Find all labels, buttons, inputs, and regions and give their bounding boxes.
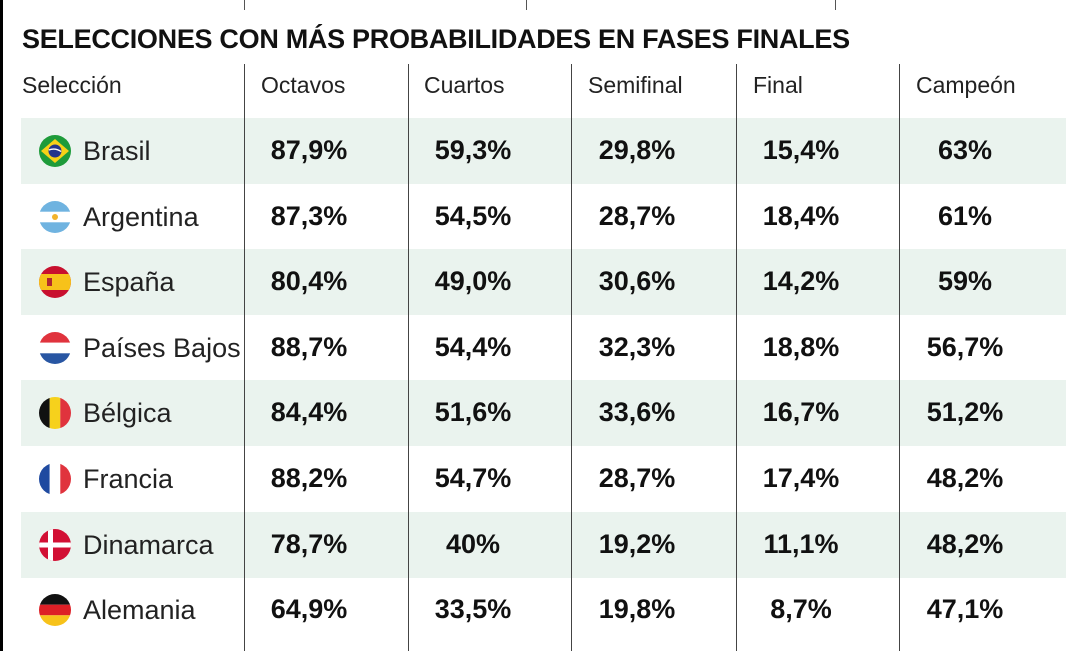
table-panel: SELECCIONES CON MÁS PROBABILIDADES EN FA… (3, 0, 1068, 651)
column-divider (244, 64, 245, 651)
value-cell-octavos: 87,3% (270, 200, 348, 231)
value-cell-campeón: 47,1% (926, 594, 1004, 625)
top-tick (244, 0, 245, 10)
value-cell-campeón: 48,2% (926, 528, 1004, 559)
column-divider (408, 64, 409, 651)
table-row: Dinamarca 78,7% 40% 19,2% 11,1% 48,2% (21, 511, 1066, 578)
value-cell-final: 14,2% (762, 266, 840, 297)
belgium-flag-icon (39, 397, 71, 430)
table-row: Argentina 87,3% 54,5% 28,7% 18,4% 61% (21, 184, 1066, 250)
value-cell-semifinal: 28,7% (598, 200, 676, 231)
value-cell-campeón: 56,7% (926, 331, 1004, 362)
value-cell-octavos: 78,7% (270, 528, 348, 559)
table-row: Francia 88,2% 54,7% 28,7% 17,4% 48,2% (21, 446, 1066, 512)
country-name: Argentina (83, 201, 199, 232)
column-divider (899, 64, 900, 651)
value-cell-octavos: 80,4% (270, 266, 348, 297)
country-name: Alemania (83, 595, 196, 626)
value-cell-cuartos: 49,0% (434, 266, 512, 297)
value-cell-semifinal: 19,2% (598, 528, 676, 559)
value-cell-final: 16,7% (762, 397, 840, 428)
value-cell-semifinal: 19,8% (598, 594, 676, 625)
value-cell-octavos: 88,2% (270, 463, 348, 493)
table-row: Alemania 64,9% 33,5% 19,8% 8,7% 47,1% (21, 577, 1066, 643)
top-tick (835, 0, 836, 10)
table-row: Brasil 87,9% 59,3% 29,8% 15,4% 63% (21, 118, 1066, 184)
france-flag-icon (39, 463, 71, 495)
netherlands-flag-icon (39, 331, 71, 364)
country-name: Dinamarca (83, 529, 214, 560)
value-cell-semifinal: 30,6% (598, 266, 676, 297)
value-cell-cuartos: 54,5% (434, 200, 512, 231)
column-header-cuartos: Cuartos (424, 72, 505, 98)
value-cell-octavos: 88,7% (270, 331, 348, 362)
brazil-flag-icon (39, 135, 71, 167)
value-cell-cuartos: 33,5% (434, 594, 512, 625)
value-cell-semifinal: 29,8% (598, 135, 676, 165)
value-cell-octavos: 87,9% (270, 135, 348, 165)
value-cell-final: 18,8% (762, 331, 840, 362)
spain-flag-icon (39, 266, 71, 299)
denmark-flag-icon (39, 528, 71, 561)
value-cell-semifinal: 32,3% (598, 331, 676, 362)
top-tick (526, 0, 527, 10)
value-cell-cuartos: 40% (445, 528, 501, 559)
value-cell-campeón: 61% (937, 200, 993, 231)
table-title: SELECCIONES CON MÁS PROBABILIDADES EN FA… (22, 24, 850, 54)
value-cell-final: 18,4% (762, 200, 840, 231)
value-cell-campeón: 63% (937, 135, 993, 165)
value-cell-campeón: 51,2% (926, 397, 1004, 428)
column-header-final: Final (753, 72, 803, 98)
value-cell-final: 8,7% (770, 594, 832, 625)
value-cell-final: 17,4% (762, 463, 840, 493)
value-cell-cuartos: 59,3% (434, 135, 512, 165)
value-cell-final: 11,1% (763, 528, 839, 559)
value-cell-octavos: 84,4% (270, 397, 348, 428)
germany-flag-icon (39, 594, 71, 627)
column-header-seleccion: Selección (22, 72, 122, 98)
country-name: Francia (83, 464, 174, 494)
value-cell-final: 15,4% (762, 135, 840, 165)
country-name: Países Bajos (83, 332, 241, 363)
column-header-campeon: Campeón (916, 72, 1016, 98)
argentina-flag-icon (39, 200, 71, 233)
value-cell-campeón: 59% (937, 266, 993, 297)
column-divider (736, 64, 737, 651)
column-header-octavos: Octavos (261, 72, 346, 98)
table-row: Bélgica 84,4% 51,6% 33,6% 16,7% 51,2% (21, 380, 1066, 447)
column-header-semifinal: Semifinal (588, 72, 683, 98)
country-name: Brasil (83, 136, 151, 166)
country-name: Bélgica (83, 398, 172, 429)
country-name: España (83, 267, 175, 298)
column-divider (571, 64, 572, 651)
table-row: Países Bajos 88,7% 54,4% 32,3% 18,8% 56,7% (21, 315, 1066, 381)
value-cell-semifinal: 28,7% (598, 463, 676, 493)
value-cell-campeón: 48,2% (926, 463, 1004, 493)
value-cell-cuartos: 54,4% (434, 331, 512, 362)
value-cell-octavos: 64,9% (270, 594, 348, 625)
table-row: España 80,4% 49,0% 30,6% 14,2% 59% (21, 249, 1066, 316)
value-cell-semifinal: 33,6% (598, 397, 676, 428)
value-cell-cuartos: 54,7% (434, 463, 512, 493)
value-cell-cuartos: 51,6% (434, 397, 512, 428)
